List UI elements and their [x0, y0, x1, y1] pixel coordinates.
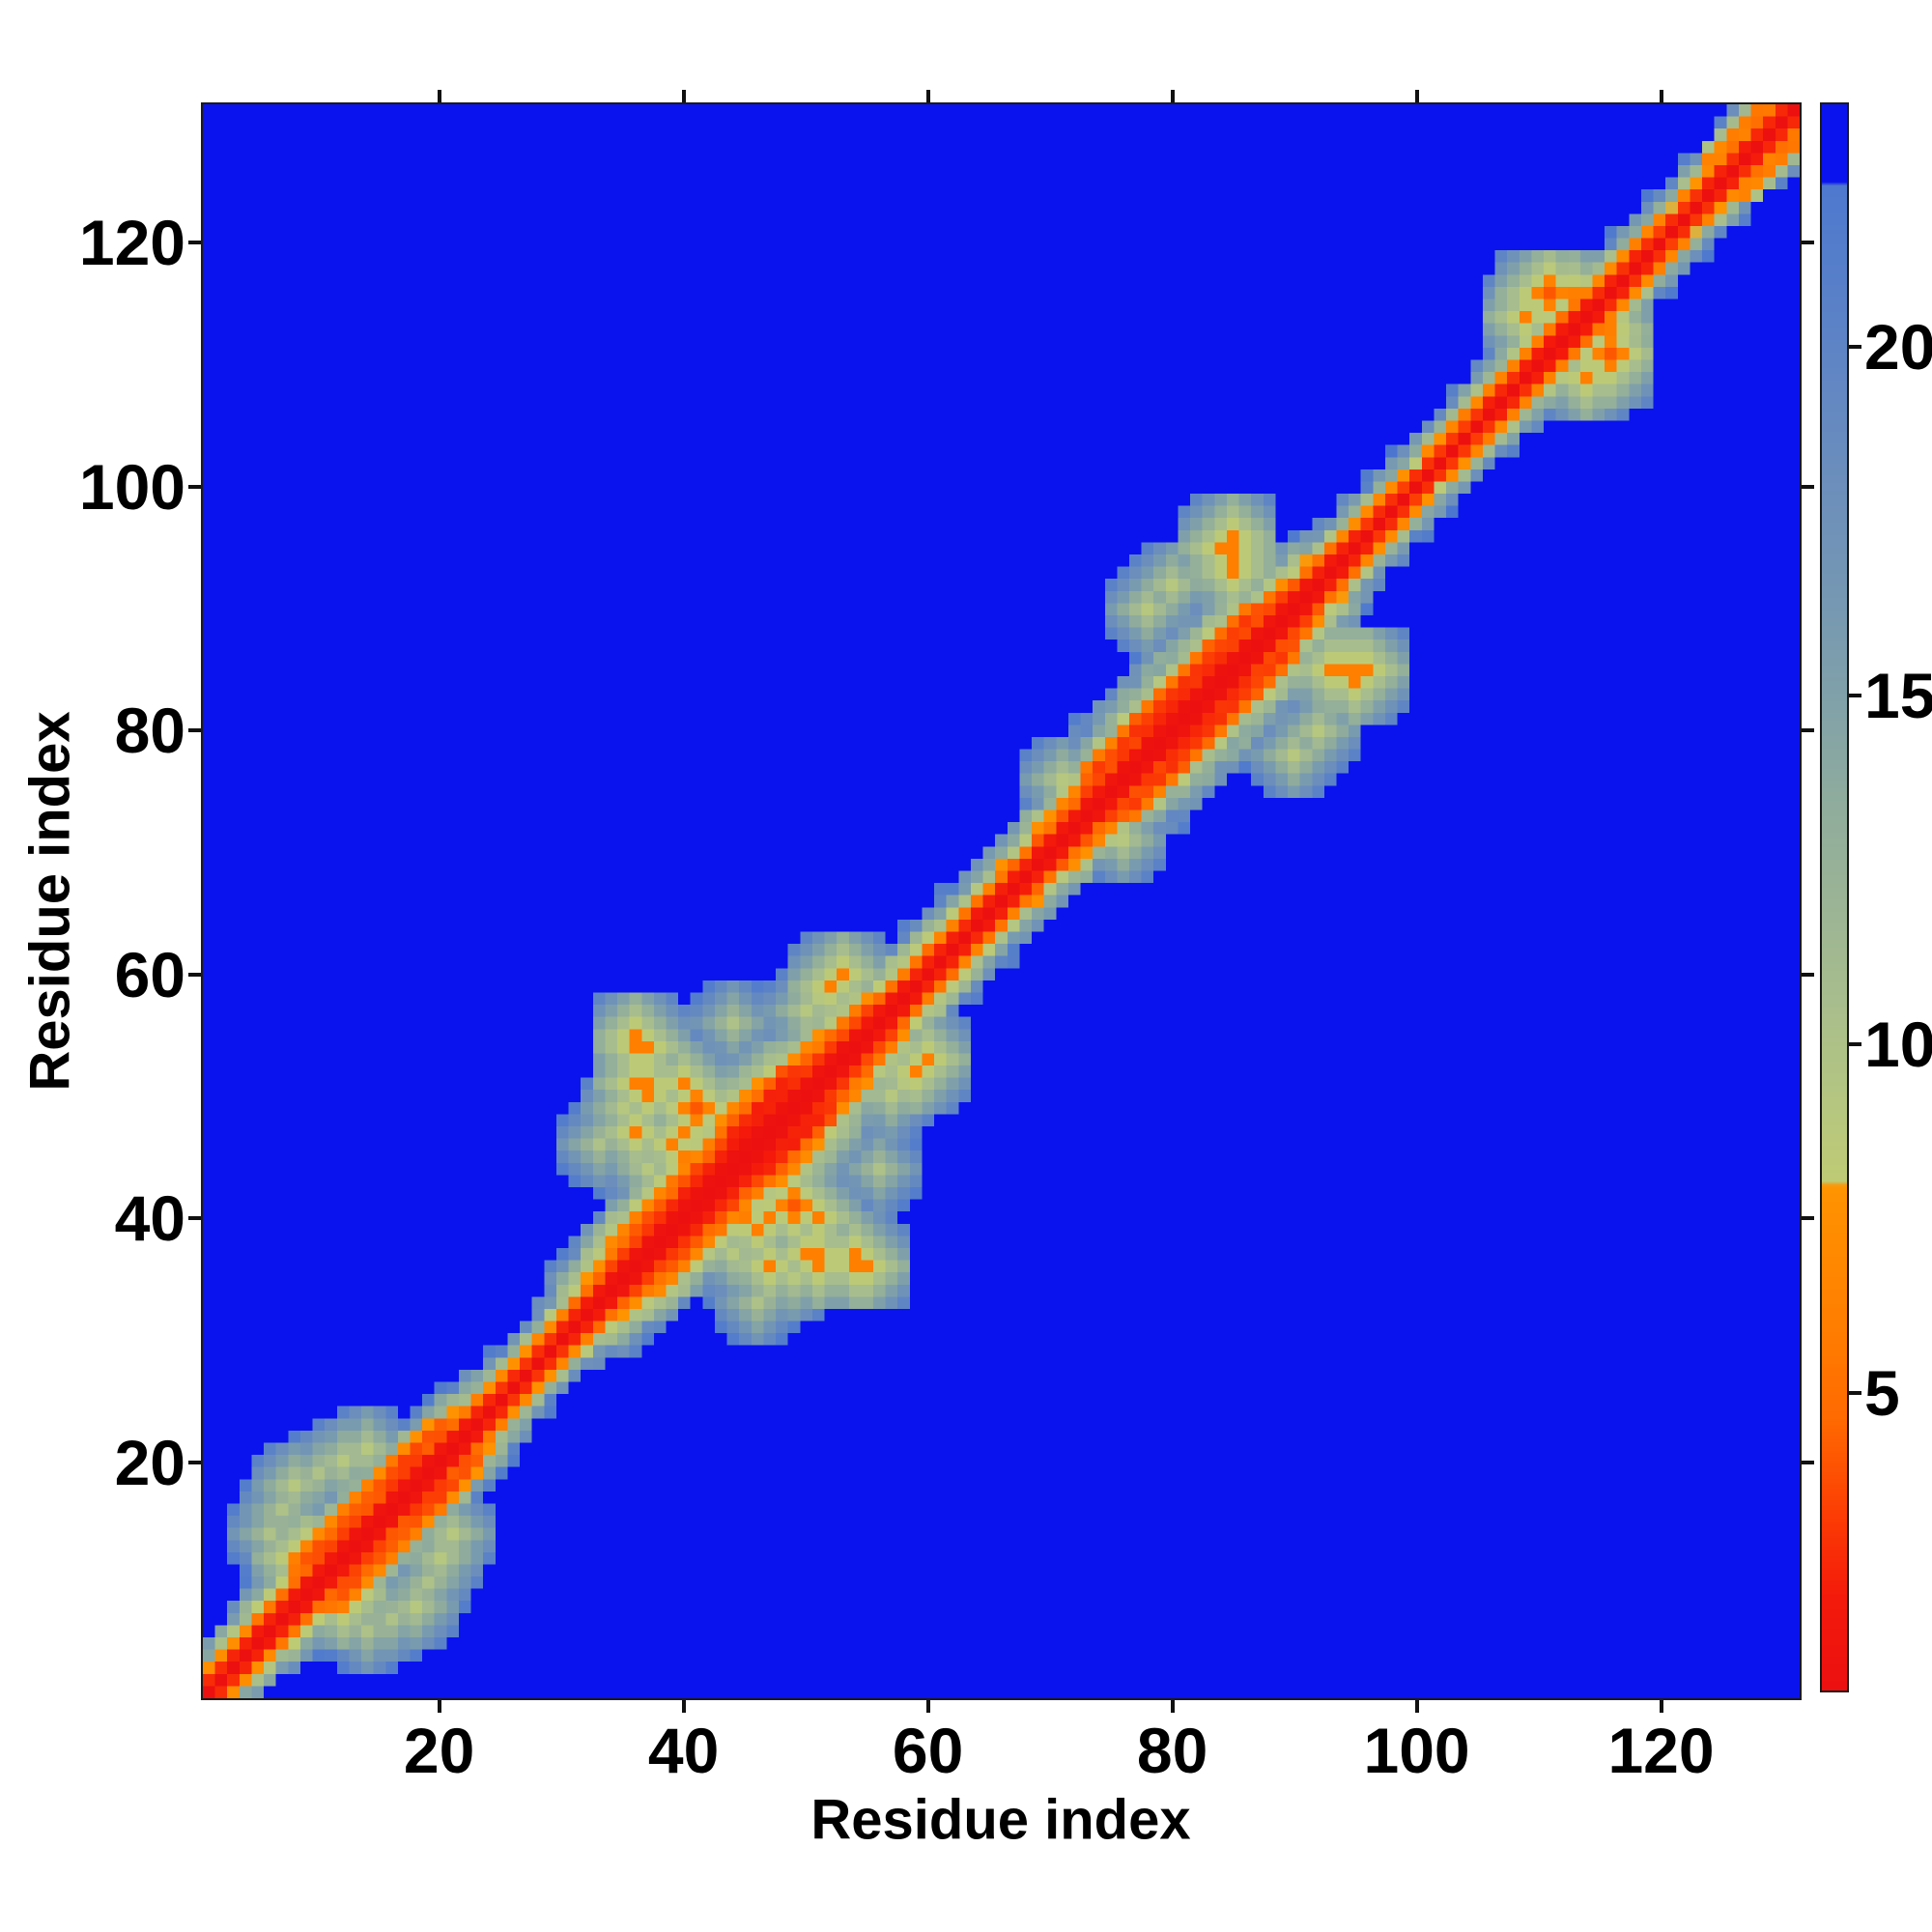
y-axis-tick-right: [1802, 972, 1814, 977]
y-axis-tick-right: [1802, 241, 1814, 245]
heatmap-plot-area: [201, 102, 1802, 1700]
y-axis-tick: [188, 484, 201, 489]
colorbar-tick: [1849, 344, 1861, 349]
x-tick-label: 80: [1136, 1715, 1208, 1786]
colorbar-tick-label: 15: [1864, 659, 1932, 731]
x-axis-tick-top: [1170, 90, 1175, 102]
x-tick-label: 100: [1363, 1715, 1470, 1786]
x-axis-tick: [925, 1700, 930, 1713]
x-axis-title: Residue index: [810, 1788, 1191, 1852]
x-tick-label: 20: [403, 1715, 475, 1786]
y-tick-label: 100: [78, 450, 185, 523]
y-axis-tick: [188, 241, 201, 245]
colorbar-tick: [1849, 1390, 1861, 1395]
x-tick-label: 60: [892, 1715, 964, 1786]
x-axis-tick-top: [1659, 90, 1663, 102]
y-axis-tick-right: [1802, 484, 1814, 489]
y-tick-label: 60: [114, 938, 185, 1010]
y-tick-label: 40: [114, 1182, 185, 1255]
y-axis-tick-right: [1802, 1216, 1814, 1221]
x-axis-tick: [1414, 1700, 1419, 1713]
y-tick-label: 80: [114, 695, 185, 767]
distance-map-heatmap: [203, 104, 1800, 1698]
y-axis-title: Residue index: [18, 711, 82, 1092]
y-axis-tick-right: [1802, 1460, 1814, 1464]
y-tick-label: 20: [114, 1426, 185, 1498]
y-axis-tick: [188, 1216, 201, 1221]
colorbar-tick: [1849, 1041, 1861, 1046]
x-tick-label: 120: [1607, 1715, 1715, 1786]
x-tick-label: 40: [647, 1715, 720, 1786]
colorbar: [1820, 102, 1849, 1692]
x-axis-tick: [1659, 1700, 1663, 1713]
colorbar-tick-label: 5: [1864, 1356, 1900, 1429]
x-axis-tick: [1170, 1700, 1175, 1713]
colorbar-gradient: [1822, 104, 1847, 1690]
x-axis-tick-top: [1414, 90, 1419, 102]
colorbar-tick: [1849, 693, 1861, 697]
colorbar-tick-label: 20: [1864, 310, 1932, 383]
x-axis-tick: [681, 1700, 686, 1713]
x-axis-tick: [437, 1700, 441, 1713]
y-tick-label: 120: [78, 207, 185, 279]
y-axis-tick: [188, 728, 201, 733]
y-axis-tick: [188, 1460, 201, 1464]
y-axis-tick-right: [1802, 728, 1814, 733]
x-axis-tick-top: [437, 90, 441, 102]
y-axis-tick: [188, 972, 201, 977]
x-axis-tick-top: [925, 90, 930, 102]
colorbar-tick-label: 10: [1864, 1008, 1932, 1080]
x-axis-tick-top: [681, 90, 686, 102]
